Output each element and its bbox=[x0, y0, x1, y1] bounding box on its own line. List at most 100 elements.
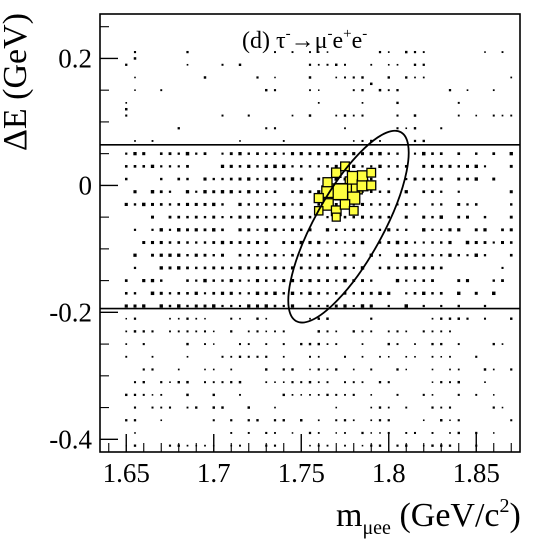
background-point bbox=[326, 393, 329, 397]
background-point bbox=[308, 190, 312, 194]
background-point bbox=[317, 240, 321, 245]
background-point bbox=[247, 279, 250, 282]
background-point bbox=[431, 215, 434, 219]
background-point bbox=[343, 114, 347, 117]
background-point bbox=[378, 381, 382, 384]
background-point bbox=[379, 355, 381, 358]
background-point bbox=[238, 355, 242, 358]
background-point bbox=[290, 279, 295, 283]
background-point bbox=[159, 304, 163, 308]
background-point bbox=[274, 406, 276, 409]
signal-box bbox=[330, 167, 342, 179]
background-point bbox=[308, 304, 312, 308]
background-point bbox=[395, 240, 400, 245]
background-point bbox=[308, 431, 312, 435]
background-point bbox=[195, 241, 198, 244]
background-point bbox=[457, 190, 460, 193]
background-point bbox=[352, 304, 355, 308]
background-point bbox=[440, 355, 443, 358]
background-point bbox=[501, 343, 504, 345]
x-tick-label: 1.85 bbox=[453, 458, 500, 488]
background-point bbox=[440, 381, 443, 384]
background-point bbox=[195, 190, 198, 193]
background-point bbox=[282, 381, 285, 383]
background-point bbox=[457, 304, 460, 308]
background-point bbox=[465, 279, 470, 283]
background-point bbox=[291, 368, 294, 371]
signal-box bbox=[366, 167, 377, 178]
background-point bbox=[133, 406, 137, 409]
background-point bbox=[309, 355, 311, 358]
background-point bbox=[186, 355, 189, 358]
background-point bbox=[360, 152, 365, 156]
background-point bbox=[396, 368, 399, 371]
background-point bbox=[159, 266, 163, 270]
background-point bbox=[457, 101, 460, 104]
background-point bbox=[291, 215, 294, 219]
background-point bbox=[160, 419, 163, 422]
background-point bbox=[440, 304, 443, 308]
background-point bbox=[378, 215, 382, 219]
background-point bbox=[221, 177, 224, 181]
background-point bbox=[387, 330, 390, 333]
background-point bbox=[387, 203, 391, 206]
background-point bbox=[168, 241, 172, 244]
background-point bbox=[335, 406, 338, 409]
background-point bbox=[282, 140, 285, 142]
background-point bbox=[317, 381, 320, 384]
signal-box bbox=[331, 212, 341, 222]
background-point bbox=[466, 215, 469, 219]
background-point bbox=[413, 266, 417, 270]
background-point bbox=[185, 202, 190, 207]
background-point bbox=[282, 177, 286, 181]
y-tick-label: -0.2 bbox=[49, 297, 92, 327]
background-point bbox=[405, 355, 408, 358]
background-point bbox=[369, 304, 373, 308]
background-point bbox=[387, 63, 390, 66]
background-point bbox=[221, 381, 224, 384]
background-point bbox=[387, 266, 391, 270]
background-point bbox=[273, 89, 277, 92]
background-point bbox=[247, 292, 250, 295]
background-point bbox=[247, 114, 250, 117]
background-point bbox=[404, 266, 408, 270]
background-point bbox=[282, 304, 285, 308]
background-point bbox=[212, 343, 215, 345]
background-point bbox=[186, 342, 189, 346]
background-point bbox=[378, 50, 382, 54]
background-point bbox=[229, 241, 233, 244]
background-point bbox=[291, 394, 294, 396]
background-point bbox=[352, 76, 355, 79]
background-point bbox=[326, 51, 329, 53]
background-point bbox=[247, 330, 250, 333]
background-point bbox=[177, 228, 181, 232]
background-point bbox=[334, 304, 338, 308]
background-point bbox=[282, 330, 285, 333]
signal-box bbox=[347, 191, 361, 205]
background-point bbox=[238, 202, 242, 207]
background-point bbox=[230, 304, 233, 308]
background-point bbox=[492, 291, 496, 296]
background-point bbox=[221, 304, 224, 308]
background-point bbox=[405, 76, 408, 79]
background-point bbox=[239, 444, 241, 447]
background-point bbox=[282, 266, 286, 270]
background-point bbox=[475, 355, 478, 358]
background-point bbox=[378, 241, 382, 244]
background-point bbox=[265, 444, 268, 447]
background-point bbox=[159, 253, 163, 257]
background-point bbox=[422, 164, 426, 168]
background-point bbox=[168, 266, 172, 270]
background-point bbox=[370, 165, 373, 168]
background-point bbox=[151, 368, 154, 371]
background-point bbox=[273, 253, 277, 257]
background-point bbox=[230, 317, 233, 320]
background-point bbox=[344, 127, 346, 130]
background-point bbox=[509, 164, 513, 168]
background-point bbox=[422, 241, 425, 244]
background-point bbox=[370, 330, 373, 333]
signal-boxes bbox=[313, 161, 377, 222]
background-point bbox=[335, 368, 338, 371]
background-point bbox=[203, 278, 207, 283]
background-point bbox=[282, 254, 285, 257]
